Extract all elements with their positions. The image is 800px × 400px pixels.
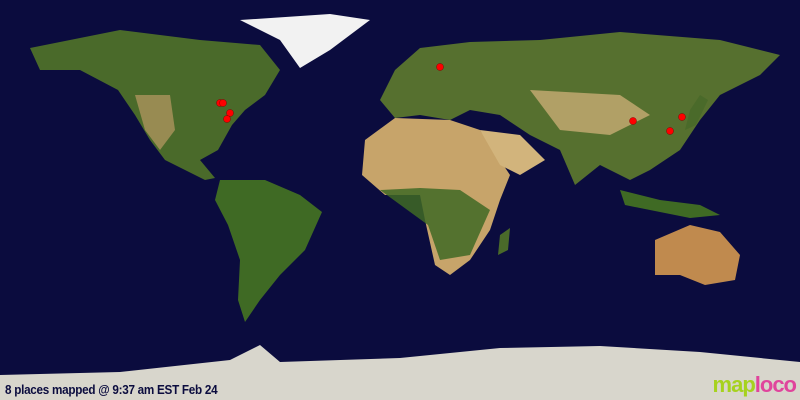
australia [655, 225, 740, 285]
logo-part-map: map [712, 372, 756, 397]
place-marker[interactable] [219, 99, 227, 107]
maploco-logo[interactable]: maploco [712, 372, 797, 398]
place-markers [216, 63, 686, 135]
antarctica [0, 345, 800, 400]
place-marker[interactable] [678, 113, 686, 121]
map-caption: 8 places mapped @ 9:37 am EST Feb 24 [5, 382, 218, 397]
place-marker[interactable] [223, 115, 231, 123]
place-marker[interactable] [226, 109, 234, 117]
place-marker[interactable] [666, 127, 674, 135]
place-marker[interactable] [629, 117, 637, 125]
greenland [240, 14, 370, 68]
place-marker[interactable] [436, 63, 444, 71]
south-america [215, 180, 322, 322]
logo-part-loco: loco [754, 372, 797, 397]
